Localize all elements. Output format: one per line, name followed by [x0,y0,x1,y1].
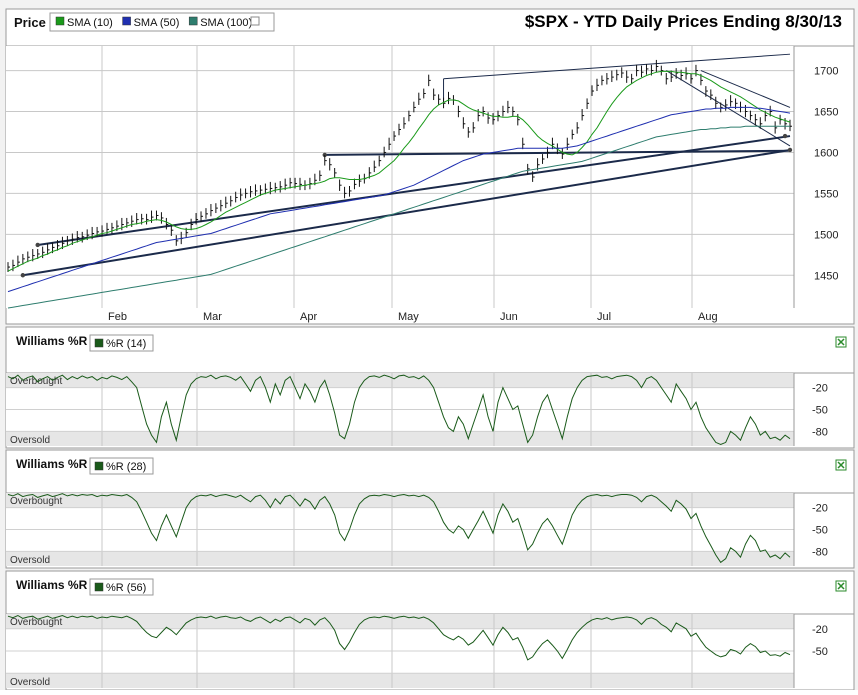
trendline [700,70,791,108]
price-y-tick-label: 1700 [814,66,838,78]
price-panel-label: Price [14,15,46,30]
price-y-tick-label: 1600 [814,147,838,159]
price-bars [7,59,792,272]
close-icon-stroke[interactable] [837,582,845,590]
oversold-label: Oversold [10,555,50,566]
legend-close-icon[interactable] [250,16,260,26]
williams-panel: Williams %R %R (56) Overbought Oversold -20 -… [5,570,855,691]
sma-line [7,106,791,293]
trendline-anchor-point [787,147,793,153]
overbought-label: Overbought [10,376,62,387]
overbought-zone [6,493,794,508]
williams-line [7,614,791,661]
price-y-tick-label: 1550 [814,188,838,200]
williams-legend [89,334,154,352]
trendline-anchor-point [782,133,788,139]
williams-y-tick-label: -50 [812,525,828,537]
price-y-axis: 1450 1500 1550 1600 1650 1700 [814,66,838,283]
trendline [22,148,791,277]
williams-y-tick-label: -50 [812,646,828,658]
williams-legend-label: %R (14) [106,338,146,350]
williams-y-tick-label: -20 [812,383,828,395]
price-x-tick-label: Feb [108,311,127,323]
williams-y-tick-label: -80 [812,426,828,438]
oversold-label: Oversold [10,677,50,688]
trendline-anchor-point [20,273,26,278]
legend-swatch [94,582,104,592]
price-legend-items: SMA (10) SMA (50) SMA (100) [55,16,260,29]
oversold-zone [6,431,794,446]
overbought-label: Overbought [10,496,62,507]
williams-line [7,493,791,564]
price-x-tick-label: Mar [203,311,222,323]
price-y-tick-label: 1450 [814,270,838,282]
williams-legend [89,457,154,475]
price-x-axis: Feb Mar Apr May Jun Jul Aug [108,311,718,323]
williams-legend [89,578,154,596]
price-plot-area [6,46,794,308]
trendline-anchor-point [35,242,40,248]
price-panel: Price SMA (10) SMA (50) SMA (100) $SPX - Y… [5,8,855,325]
price-x-tick-label: May [398,311,419,323]
legend-swatch [94,338,104,348]
price-x-tick-label: Jul [597,311,611,323]
close-icon-stroke[interactable] [837,461,845,469]
overbought-label: Overbought [10,617,62,628]
williams-y-tick-label: -80 [812,546,828,558]
price-y-tick-label: 1650 [814,107,838,119]
price-x-tick-label: Aug [698,311,718,323]
legend-label: SMA (10) [67,17,113,29]
overbought-zone [6,614,794,629]
legend-swatch [122,16,131,26]
oversold-zone [6,673,794,688]
trendline [37,135,791,246]
legend-swatch [94,461,104,471]
price-x-tick-label: Jun [500,311,518,323]
close-icon-stroke[interactable] [837,338,845,346]
williams-panel-label: Williams %R [16,334,88,348]
williams-line [7,374,791,446]
williams-legend-label: %R (56) [106,582,146,594]
williams-panel-label: Williams %R [16,578,88,592]
panel-close-icon[interactable] [835,336,847,348]
price-legend [49,12,275,32]
williams-legend-label: %R (28) [106,461,146,473]
williams-y-tick-label: -20 [812,624,828,636]
williams-y-tick-label: -20 [812,503,828,515]
panel-close-icon[interactable] [835,459,847,471]
chart-title: $SPX - YTD Daily Prices Ending 8/30/13 [525,12,842,31]
sma-line [7,70,791,272]
price-x-tick-label: Apr [300,311,317,323]
oversold-label: Oversold [10,435,50,446]
williams-y-tick-label: -50 [812,405,828,417]
panel-close-icon[interactable] [835,580,847,592]
williams-panel: Williams %R %R (14) Overbought Oversold -20 -… [5,326,855,449]
williams-panel-label: Williams %R [16,457,88,471]
legend-label: SMA (100) [200,17,252,29]
oversold-zone [6,551,794,566]
legend-label: SMA (50) [134,17,180,29]
price-y-tick-label: 1500 [814,229,838,241]
trendline [443,53,791,80]
sma-line [7,125,790,309]
williams-panel: Williams %R %R (28) Overbought Oversold -20 -… [5,449,855,569]
legend-swatch [55,16,65,26]
legend-swatch [188,16,198,26]
price-series [7,70,791,309]
